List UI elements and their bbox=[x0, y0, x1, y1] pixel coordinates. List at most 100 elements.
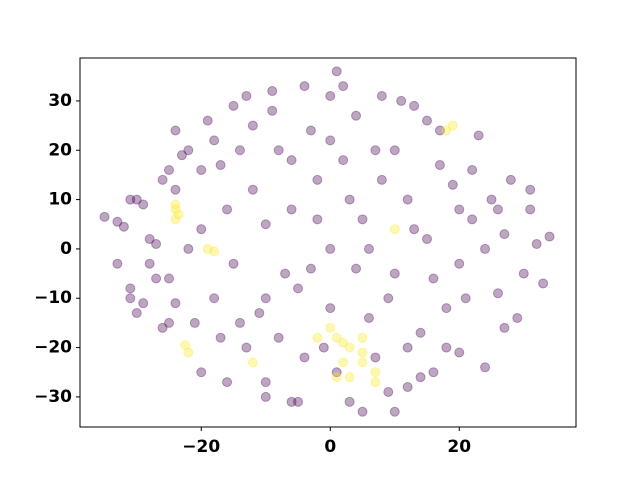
point bbox=[467, 214, 478, 225]
point bbox=[480, 243, 491, 254]
point bbox=[125, 283, 136, 294]
point bbox=[460, 293, 471, 304]
point bbox=[222, 204, 233, 215]
point bbox=[338, 155, 349, 166]
point bbox=[531, 238, 542, 249]
point bbox=[331, 66, 342, 77]
y-tick-label: 0 bbox=[60, 239, 72, 259]
point bbox=[370, 352, 381, 363]
point bbox=[247, 120, 258, 131]
point bbox=[209, 246, 220, 257]
point bbox=[176, 150, 187, 161]
point bbox=[428, 367, 439, 378]
y-tick-label: 10 bbox=[48, 190, 72, 210]
point bbox=[157, 174, 168, 185]
point bbox=[357, 406, 368, 417]
point bbox=[480, 362, 491, 373]
point bbox=[467, 164, 478, 175]
point bbox=[144, 258, 155, 269]
point bbox=[434, 160, 445, 171]
point bbox=[338, 81, 349, 92]
y-tick-label: −30 bbox=[34, 387, 72, 407]
point bbox=[376, 174, 387, 185]
point bbox=[125, 293, 136, 304]
point bbox=[173, 209, 184, 220]
point bbox=[351, 263, 362, 274]
y-tick-label: 30 bbox=[48, 91, 72, 111]
point bbox=[402, 382, 413, 393]
y-tick-label: −10 bbox=[34, 288, 72, 308]
point bbox=[357, 332, 368, 343]
point bbox=[312, 174, 323, 185]
x-tick-label: −20 bbox=[182, 437, 220, 457]
point bbox=[99, 211, 110, 222]
point bbox=[286, 396, 297, 407]
point bbox=[357, 347, 368, 358]
point bbox=[428, 273, 439, 284]
point bbox=[196, 367, 207, 378]
x-tick-label: 0 bbox=[324, 437, 336, 457]
point bbox=[318, 342, 329, 353]
point bbox=[486, 194, 497, 205]
point bbox=[170, 298, 181, 309]
point bbox=[305, 263, 316, 274]
point bbox=[376, 90, 387, 101]
point bbox=[267, 105, 278, 116]
point bbox=[312, 214, 323, 225]
point bbox=[267, 86, 278, 97]
point bbox=[415, 327, 426, 338]
point bbox=[544, 231, 555, 242]
point bbox=[293, 396, 304, 407]
y-tick-label: −20 bbox=[34, 338, 72, 358]
point bbox=[525, 204, 536, 215]
point bbox=[370, 145, 381, 156]
point bbox=[293, 283, 304, 294]
point bbox=[338, 337, 349, 348]
point bbox=[305, 125, 316, 136]
point bbox=[505, 174, 516, 185]
point bbox=[260, 219, 271, 230]
point bbox=[351, 110, 362, 121]
point bbox=[389, 406, 400, 417]
point bbox=[370, 377, 381, 388]
point bbox=[434, 125, 445, 136]
point bbox=[196, 224, 207, 235]
point bbox=[164, 317, 175, 328]
point bbox=[499, 229, 510, 240]
point bbox=[151, 273, 162, 284]
point bbox=[331, 372, 342, 383]
point bbox=[286, 155, 297, 166]
point bbox=[170, 204, 181, 215]
point bbox=[215, 160, 226, 171]
point bbox=[273, 332, 284, 343]
point bbox=[157, 322, 168, 333]
point bbox=[138, 298, 149, 309]
point bbox=[499, 322, 510, 333]
point bbox=[422, 115, 433, 126]
point bbox=[164, 273, 175, 284]
point bbox=[473, 130, 484, 141]
point bbox=[151, 238, 162, 249]
point bbox=[228, 100, 239, 111]
point bbox=[138, 199, 149, 210]
point bbox=[396, 95, 407, 106]
point bbox=[402, 194, 413, 205]
point bbox=[170, 184, 181, 195]
point bbox=[215, 332, 226, 343]
point bbox=[389, 145, 400, 156]
point bbox=[415, 372, 426, 383]
point bbox=[183, 145, 194, 156]
point bbox=[344, 396, 355, 407]
point bbox=[183, 243, 194, 254]
point bbox=[357, 357, 368, 368]
point bbox=[344, 372, 355, 383]
point bbox=[247, 184, 258, 195]
point bbox=[209, 135, 220, 146]
point bbox=[447, 120, 458, 131]
point bbox=[447, 179, 458, 190]
point bbox=[325, 243, 336, 254]
point bbox=[441, 342, 452, 353]
point bbox=[331, 367, 342, 378]
point bbox=[454, 204, 465, 215]
